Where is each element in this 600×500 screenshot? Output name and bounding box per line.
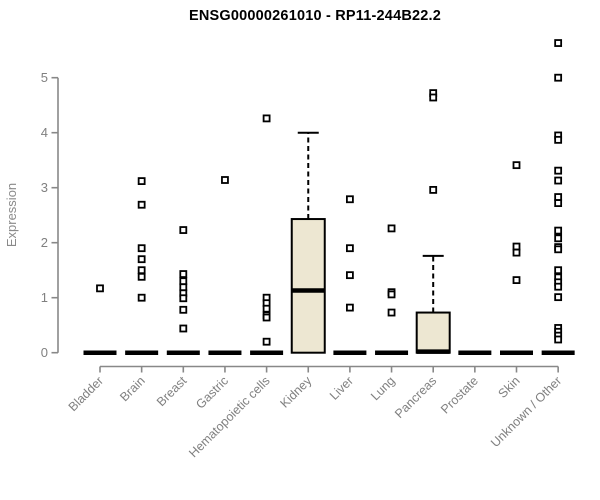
outlier-point bbox=[179, 277, 188, 286]
outlier-point bbox=[387, 308, 396, 317]
boxplot-box bbox=[415, 311, 451, 354]
collapsed-box bbox=[83, 350, 117, 355]
outlier-point bbox=[179, 305, 188, 314]
y-tick-label: 0 bbox=[41, 345, 48, 360]
outlier-point bbox=[96, 284, 104, 293]
outlier-point bbox=[512, 161, 521, 170]
outlier-point bbox=[554, 266, 563, 275]
outlier-point bbox=[554, 335, 563, 344]
outlier-point bbox=[429, 185, 438, 194]
outlier-point bbox=[137, 177, 146, 186]
outlier-point bbox=[137, 255, 146, 264]
x-tick-label: Gastric bbox=[193, 374, 231, 412]
outlier-point bbox=[221, 176, 229, 184]
outlier-point bbox=[137, 244, 146, 253]
outlier-point bbox=[554, 166, 563, 175]
outlier-point bbox=[554, 135, 563, 144]
outlier-point bbox=[554, 282, 563, 291]
outlier-point bbox=[262, 304, 271, 313]
outlier-point bbox=[554, 39, 563, 47]
outlier-point bbox=[345, 195, 354, 204]
outlier-point bbox=[345, 271, 354, 280]
outlier-point bbox=[554, 73, 563, 82]
outlier-point bbox=[179, 270, 188, 278]
x-tick-label: Kidney bbox=[277, 373, 314, 410]
outlier-point bbox=[345, 303, 354, 312]
x-tick-label: Liver bbox=[327, 374, 356, 403]
outlier-point bbox=[137, 293, 146, 302]
outlier-point bbox=[137, 266, 146, 275]
outlier-point bbox=[137, 200, 146, 209]
outlier-point bbox=[512, 242, 521, 251]
outlier-point bbox=[554, 226, 563, 235]
x-tick-label: Unknown / Other bbox=[488, 374, 564, 450]
y-tick-label: 3 bbox=[41, 180, 48, 195]
collapsed-box bbox=[458, 350, 492, 355]
collapsed-box bbox=[500, 350, 533, 355]
y-tick-label: 4 bbox=[41, 125, 48, 140]
x-tick-label: Hematopoietic cells bbox=[186, 374, 273, 461]
outlier-point bbox=[554, 293, 563, 302]
y-tick-label: 5 bbox=[41, 70, 48, 85]
outlier-point bbox=[179, 324, 188, 333]
x-tick-label: Pancreas bbox=[392, 374, 439, 421]
collapsed-box bbox=[166, 350, 200, 355]
x-tick-label: Breast bbox=[154, 373, 190, 409]
outlier-point bbox=[345, 244, 354, 253]
outlier-point bbox=[262, 114, 271, 123]
x-tick-label: Skin bbox=[496, 374, 523, 401]
outlier-point bbox=[554, 199, 563, 208]
outlier-point bbox=[179, 294, 188, 303]
collapsed-box bbox=[208, 350, 242, 355]
outlier-point bbox=[512, 248, 521, 257]
collapsed-box bbox=[250, 350, 284, 355]
collapsed-box bbox=[333, 350, 367, 355]
y-tick-label: 2 bbox=[41, 235, 48, 250]
outlier-point bbox=[554, 193, 563, 201]
outlier-point bbox=[262, 313, 271, 322]
outlier-point bbox=[387, 290, 396, 299]
x-tick-label: Prostate bbox=[438, 374, 481, 417]
boxplot-box bbox=[290, 218, 326, 354]
outlier-point bbox=[429, 93, 438, 102]
outlier-point bbox=[262, 337, 271, 346]
outlier-point bbox=[512, 276, 521, 285]
x-tick-label: Brain bbox=[117, 374, 148, 405]
y-axis-label: Expression bbox=[4, 182, 19, 248]
outlier-point bbox=[137, 272, 146, 281]
collapsed-box bbox=[375, 350, 409, 355]
y-tick-label: 1 bbox=[41, 290, 48, 305]
outlier-point bbox=[554, 234, 563, 243]
x-tick-label: Lung bbox=[368, 374, 398, 404]
outlier-point bbox=[387, 224, 396, 233]
outlier-point bbox=[179, 226, 188, 234]
collapsed-box bbox=[541, 350, 575, 355]
x-tick-label: Bladder bbox=[66, 374, 106, 414]
outlier-point bbox=[554, 245, 563, 254]
collapsed-box bbox=[125, 350, 159, 355]
chart-title: ENSG00000261010 - RP11-244B22.2 bbox=[188, 8, 442, 24]
outlier-point bbox=[179, 283, 188, 292]
outlier-point bbox=[554, 176, 563, 185]
